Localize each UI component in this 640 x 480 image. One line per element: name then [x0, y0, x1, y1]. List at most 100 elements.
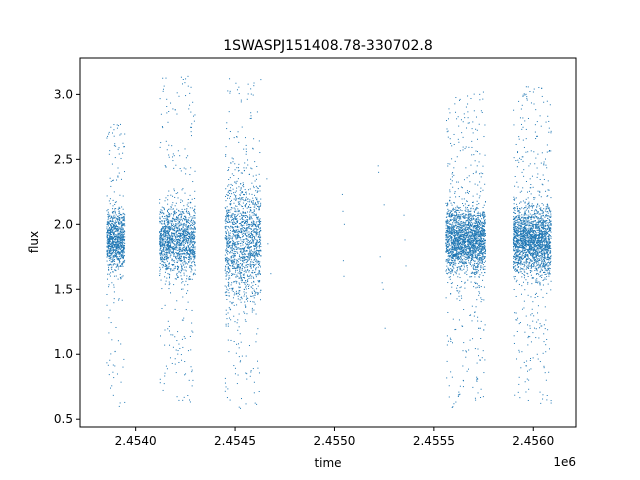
data-point: [111, 268, 113, 270]
data-point: [180, 232, 182, 234]
data-point: [233, 234, 235, 236]
data-point: [458, 141, 460, 143]
data-point: [250, 370, 252, 372]
data-point: [243, 215, 245, 217]
data-point: [183, 249, 185, 251]
data-point: [231, 282, 233, 284]
data-point: [456, 230, 458, 232]
data-point: [241, 398, 242, 400]
data-point: [479, 235, 481, 237]
data-point: [170, 334, 172, 336]
data-point: [192, 236, 194, 238]
data-point: [477, 233, 479, 235]
data-point: [193, 115, 195, 117]
data-point: [228, 295, 230, 297]
data-point: [115, 227, 117, 229]
data-point: [167, 248, 169, 250]
data-point: [240, 301, 242, 303]
data-point: [183, 231, 185, 233]
data-point: [229, 203, 231, 205]
data-point: [257, 292, 259, 294]
data-point: [160, 279, 162, 281]
data-point: [187, 232, 189, 233]
data-point: [228, 233, 230, 235]
data-point: [463, 216, 465, 218]
data-point: [459, 277, 461, 279]
data-point: [166, 368, 168, 370]
data-point: [114, 216, 116, 218]
data-point: [111, 385, 113, 387]
data-point: [184, 249, 186, 251]
data-point: [234, 321, 236, 323]
data-point: [109, 237, 110, 239]
data-point: [169, 247, 171, 249]
data-point: [243, 258, 245, 260]
data-point: [245, 144, 247, 146]
data-point: [193, 246, 195, 248]
data-point: [450, 338, 452, 340]
data-point: [470, 164, 472, 166]
data-point: [194, 246, 196, 248]
data-point: [233, 256, 235, 258]
data-point: [242, 248, 244, 250]
data-point: [231, 230, 233, 232]
data-point: [192, 244, 194, 246]
data-point: [246, 238, 248, 240]
data-point: [474, 283, 476, 285]
data-point: [475, 170, 477, 172]
data-point: [226, 212, 228, 214]
data-point: [258, 251, 260, 253]
data-point: [122, 253, 124, 255]
data-point: [447, 229, 449, 231]
data-point: [189, 253, 191, 255]
data-point: [190, 255, 192, 257]
data-point: [190, 249, 191, 251]
data-point: [111, 231, 113, 233]
data-point: [474, 245, 476, 247]
data-point: [185, 373, 187, 375]
data-point: [451, 376, 453, 378]
data-point: [165, 265, 167, 267]
data-point: [167, 240, 169, 242]
data-point: [239, 270, 241, 272]
data-point: [478, 276, 480, 278]
data-point: [224, 207, 226, 209]
data-point: [182, 296, 184, 298]
data-point: [116, 257, 118, 259]
data-point: [240, 272, 242, 274]
data-point: [120, 247, 122, 249]
data-point: [189, 174, 191, 176]
data-point: [228, 292, 230, 294]
data-point: [237, 232, 239, 234]
data-point: [171, 258, 173, 260]
data-point: [470, 272, 472, 274]
data-point: [108, 229, 110, 231]
data-point: [253, 281, 255, 283]
data-point: [471, 320, 473, 322]
data-point: [254, 245, 256, 247]
data-point: [228, 278, 230, 280]
data-point: [226, 206, 228, 208]
data-point: [187, 233, 189, 235]
data-point: [167, 267, 169, 269]
data-point: [462, 238, 464, 240]
data-point: [255, 213, 257, 215]
data-point: [226, 294, 228, 296]
data-point: [184, 337, 186, 339]
data-point: [112, 394, 114, 396]
data-point: [172, 229, 174, 231]
data-point: [452, 226, 454, 228]
data-point: [233, 244, 235, 246]
data-point: [187, 254, 189, 255]
data-point: [118, 262, 120, 264]
data-point: [106, 195, 108, 197]
data-point: [175, 212, 177, 214]
data-point: [180, 242, 182, 244]
data-point: [117, 232, 119, 234]
data-point: [118, 240, 120, 242]
data-point: [184, 148, 186, 150]
data-point: [108, 248, 110, 250]
data-point: [238, 266, 240, 268]
data-point: [227, 197, 229, 199]
data-point: [180, 272, 182, 274]
